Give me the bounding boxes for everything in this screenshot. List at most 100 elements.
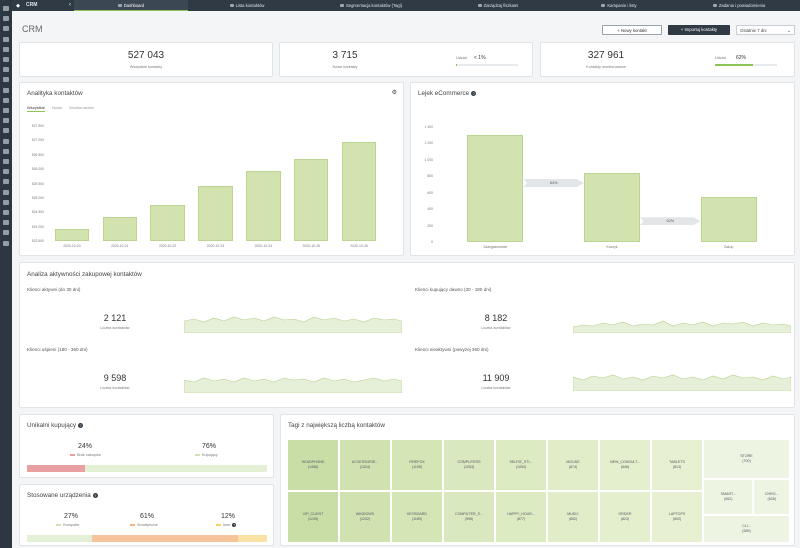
mobile-icon[interactable] <box>3 57 9 62</box>
tag-cell[interactable]: MOUSE (874) <box>547 439 599 491</box>
chart-icon[interactable] <box>3 169 9 175</box>
tag-cell[interactable]: HAPPY_HOUR... (877) <box>495 491 547 543</box>
date-range-select[interactable]: Ostatnie 7 dni ⌄ <box>736 25 795 35</box>
y-tick-label: 527 500 <box>31 124 44 128</box>
tab-contact-list[interactable]: Lista kontaktów <box>188 0 306 11</box>
y-tick-label: 524 500 <box>31 210 44 215</box>
info-icon[interactable] <box>3 46 9 52</box>
tab-monitored[interactable]: Monitorowane <box>69 105 95 110</box>
grid-icon[interactable] <box>3 199 9 205</box>
split-segment <box>27 535 92 542</box>
y-tick-label: 526 500 <box>31 152 44 157</box>
help-icon[interactable]: ? <box>78 422 84 428</box>
computer-pct: 27% <box>63 513 78 520</box>
tag-cell[interactable]: SELFIE_STI... (1054) <box>495 439 547 491</box>
tab-tasks[interactable]: Zadania i powiadomienia <box>678 0 800 11</box>
tag-cell[interactable]: FIREFOX (1195) <box>391 439 443 491</box>
card-icon <box>477 4 482 8</box>
tag-count: (1054) <box>515 465 527 469</box>
tag-cell[interactable]: TABLETS (813) <box>651 439 703 491</box>
chart-bar[interactable] <box>700 197 757 242</box>
new-contact-button[interactable]: + Nowy kontakt <box>602 25 662 35</box>
app-logo-icon[interactable]: ◆ <box>16 2 20 9</box>
chart-bar[interactable] <box>54 228 90 241</box>
tag-cell[interactable]: CHRO... (635) <box>753 479 790 515</box>
monitored-share-bar <box>715 64 777 66</box>
apps-icon[interactable] <box>3 240 9 246</box>
tag-name: HAPPY_HOUR... <box>507 512 535 516</box>
megaphone-icon[interactable] <box>3 118 9 124</box>
tag-name: FIREFOX <box>409 460 425 464</box>
tab-segmentation[interactable]: Segmentacja kontaktów (Tagi) <box>306 0 436 11</box>
tag-cell[interactable]: COMPUTER_S... (996) <box>443 491 495 543</box>
brand-label: CRM <box>26 2 38 8</box>
tag-cell[interactable]: CLI... (589) <box>703 515 790 543</box>
tag-cell[interactable]: SMART... (662) <box>703 479 754 515</box>
users-icon[interactable] <box>3 77 9 83</box>
help-icon[interactable]: ? <box>471 90 477 96</box>
chart-bar[interactable] <box>293 159 329 241</box>
no-purchase-legend: Brak zakupów <box>70 453 101 457</box>
wrench-icon[interactable] <box>3 220 9 226</box>
tag-cell[interactable]: KEYBOARD (1180) <box>391 491 443 543</box>
buyers-pct: 76% <box>201 443 216 450</box>
bag-icon[interactable] <box>3 148 9 154</box>
settings-icon[interactable] <box>3 36 9 42</box>
link-icon[interactable] <box>3 230 9 236</box>
tag-cell[interactable]: STORE (700) <box>703 439 790 479</box>
help-icon[interactable]: ? <box>232 523 237 527</box>
tab-manage-cards[interactable]: Zarządzaj fiszkami <box>436 0 560 11</box>
chat-icon[interactable] <box>3 87 9 93</box>
tag-name: TABLETS <box>669 460 685 464</box>
menu-icon[interactable] <box>3 6 9 11</box>
copy-icon[interactable] <box>3 16 9 22</box>
smartphone-pct: 61% <box>139 513 154 520</box>
share-icon[interactable] <box>3 128 9 134</box>
new-share-label: Udział <box>456 56 467 60</box>
tab-new[interactable]: Nowe <box>52 105 63 110</box>
import-contacts-button[interactable]: + Importuj kontakty <box>668 25 730 35</box>
collapse-icon[interactable]: ‹ <box>69 2 71 8</box>
tag-cell[interactable]: LAPTOPS (800) <box>651 491 703 543</box>
tag-cell[interactable]: ORDER (823) <box>599 491 651 543</box>
chart-bar[interactable] <box>584 173 640 242</box>
inactive-value: 11 909 <box>482 373 510 383</box>
chart-bar[interactable] <box>150 205 185 241</box>
tag-cell[interactable]: MUSIC (852) <box>547 491 599 543</box>
new-contacts-label: Nowe kontakty <box>332 65 358 69</box>
tag-cell[interactable]: NEW_CONSULT... (846) <box>599 439 651 491</box>
laptop-icon[interactable] <box>3 108 9 113</box>
new-share-value: < 1% <box>474 55 486 61</box>
help-icon[interactable]: ? <box>92 492 98 498</box>
document-icon[interactable] <box>3 189 9 195</box>
user-icon[interactable] <box>3 97 9 103</box>
chart-bar[interactable] <box>198 186 233 241</box>
y-tick-label: 525 500 <box>31 181 44 186</box>
gear-icon[interactable]: ⚙ <box>391 90 397 96</box>
monitored-share-label: Udział <box>715 56 726 60</box>
tag-name: WINDOWS <box>355 512 375 516</box>
phone-icon[interactable] <box>3 67 9 73</box>
tag-name: HEADPHONE <box>301 460 325 464</box>
x-tick-label: Zakup <box>723 245 734 249</box>
chart-bar[interactable] <box>246 170 281 241</box>
tab-all[interactable]: Wszystkie <box>27 105 45 112</box>
tag-cell[interactable]: ACCESSORIE... (1324) <box>339 439 391 491</box>
tag-cell[interactable]: COMPUTERS (1053) <box>443 439 495 491</box>
tag-cell[interactable]: VIP_CLIENT (1245) <box>287 491 339 543</box>
tag-cell[interactable]: HEADPHONE (1458) <box>287 439 339 491</box>
tab-campaigns[interactable]: Kampanie i listy <box>560 0 678 11</box>
tag-name: CLI... <box>742 524 751 528</box>
table-icon[interactable] <box>3 210 9 215</box>
globe-icon[interactable] <box>3 179 9 185</box>
chart-bar[interactable] <box>467 135 524 242</box>
monitored-value: 327 961 <box>587 50 625 61</box>
chart-bar[interactable] <box>341 142 377 241</box>
tab-dashboard[interactable]: Dashboard <box>74 0 188 11</box>
dashboard-icon <box>117 4 122 8</box>
mail-icon[interactable] <box>3 159 9 164</box>
chart-bar[interactable] <box>102 216 137 241</box>
tag-cell[interactable]: WINDOWS (1202) <box>339 491 391 543</box>
list-icon[interactable] <box>3 138 9 144</box>
image-icon[interactable] <box>3 26 9 32</box>
